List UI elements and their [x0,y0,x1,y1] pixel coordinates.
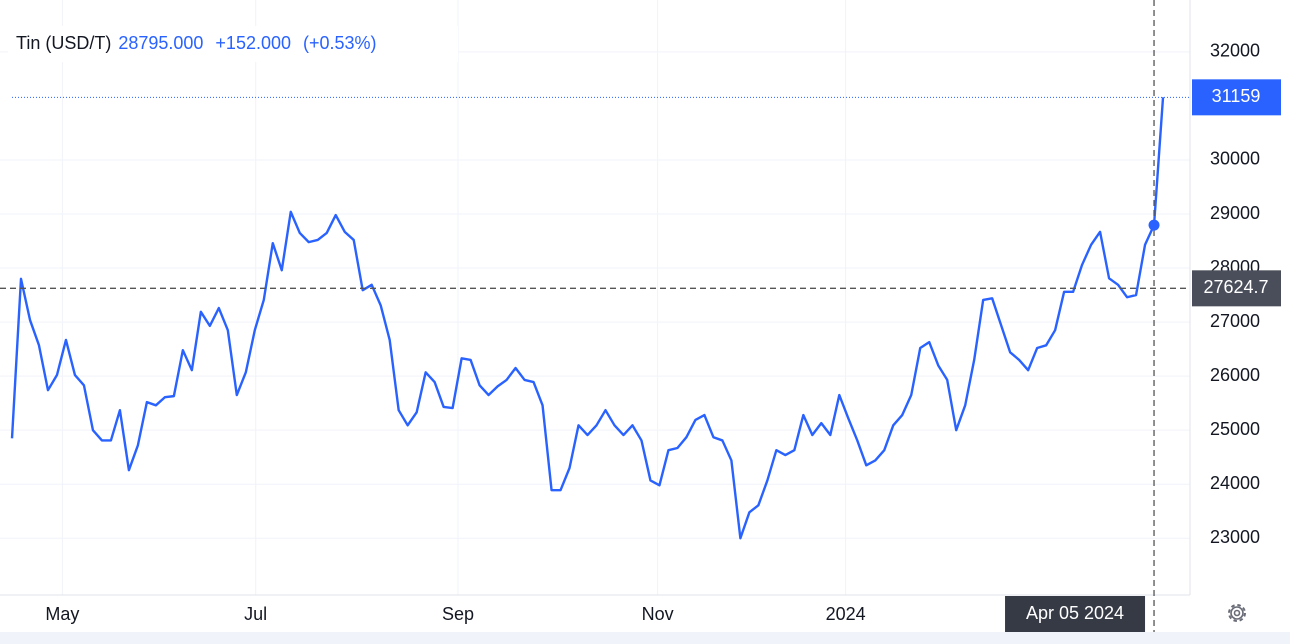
change: +152.000 [215,33,291,53]
y-tick-label: 23000 [1210,527,1260,547]
gear-hole [1233,609,1241,617]
crosshair-point [1148,219,1160,231]
x-tick-label: Nov [642,604,674,624]
header-bg [8,26,458,62]
y-tick-label: 26000 [1210,365,1260,385]
chart-title: Tin (USD/T) [16,33,111,53]
gear-teeth [1228,604,1246,622]
last-price-box [1192,79,1281,116]
x-tick-label: Sep [442,604,474,624]
y-tick-label: 27000 [1210,311,1260,331]
x-tick-label: 2024 [826,604,866,624]
crosshair-date-box [1005,596,1146,632]
price: 28795.000 [118,33,203,53]
x-tick-label: May [45,604,79,624]
reference-label: 27624.7 [1203,277,1268,297]
crosshair-date: Apr 05 2024 [1026,603,1124,623]
price-line [10,97,1165,540]
x-tick-label: Jul [244,604,267,624]
settings-icon[interactable] [1228,604,1246,622]
y-tick-label: 24000 [1210,473,1260,493]
y-tick-label: 29000 [1210,203,1260,223]
last-price-label: 31159 [1212,86,1261,106]
reference-box [1192,270,1281,307]
y-tick-label: 30000 [1210,149,1260,169]
bottom-strip [0,632,1290,644]
y-tick-label: 32000 [1210,41,1260,61]
gear-body [1230,606,1244,620]
y-tick-label: 25000 [1210,419,1260,439]
plot [0,0,1190,632]
change-pct: (+0.53%) [303,33,377,53]
